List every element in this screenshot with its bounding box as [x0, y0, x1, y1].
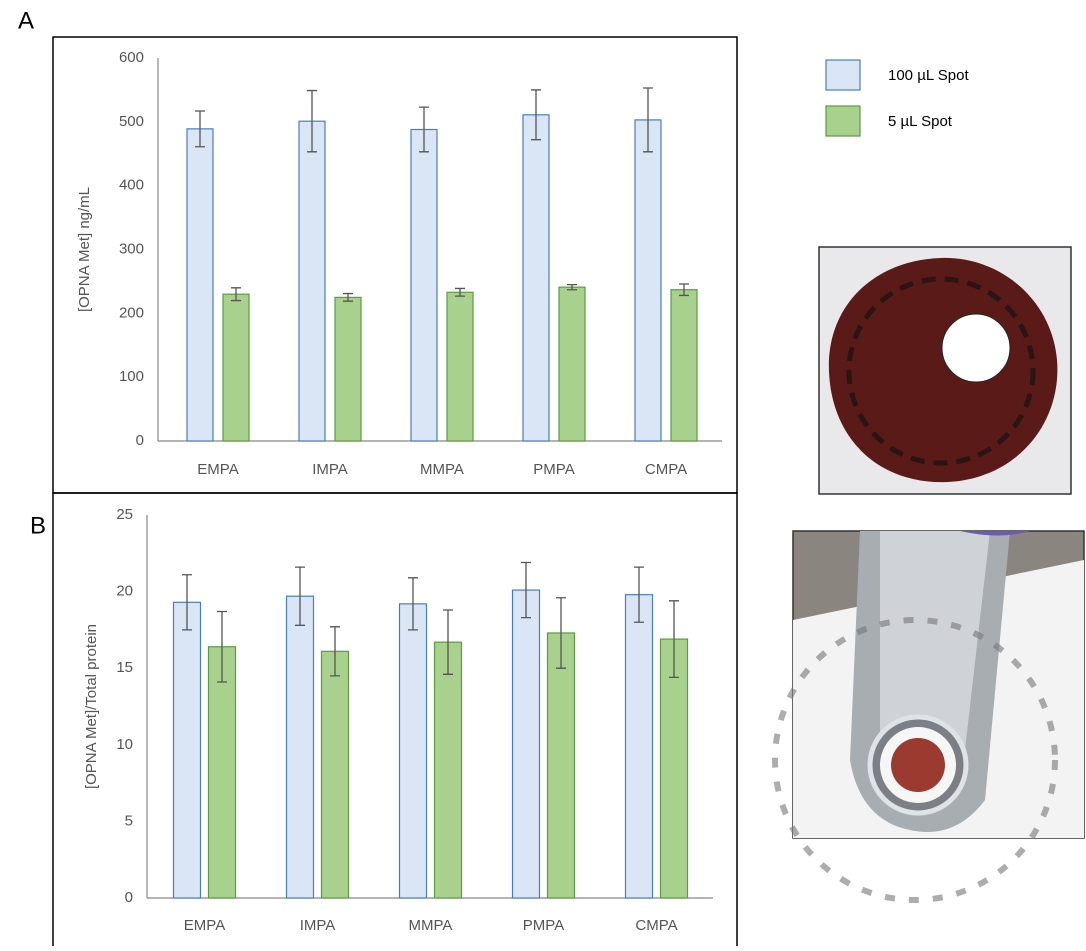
bar	[223, 294, 249, 441]
x-tick-label: MMPA	[409, 917, 453, 934]
panel-label: B	[30, 512, 46, 539]
x-tick-label: EMPA	[184, 917, 225, 934]
y-tick-label: 400	[119, 177, 144, 194]
x-tick-label: CMPA	[635, 917, 677, 934]
bar	[523, 115, 549, 441]
y-tick-label: 0	[125, 889, 133, 906]
photo-card	[819, 247, 1071, 494]
x-tick-label: PMPA	[533, 461, 574, 478]
legend-label: 5 µL Spot	[888, 113, 953, 130]
legend-swatch	[826, 106, 860, 136]
bar	[626, 595, 653, 898]
y-tick-label: 100	[119, 368, 144, 385]
bar	[187, 129, 213, 441]
bar	[322, 651, 349, 898]
y-tick-label: 0	[136, 432, 144, 449]
x-tick-label: IMPA	[312, 461, 348, 478]
y-tick-label: 25	[116, 506, 133, 523]
y-tick-label: 20	[116, 583, 133, 600]
figure: A[OPNA Met] ng/mL0100200300400500600EMPA…	[0, 0, 1086, 946]
legend-swatch	[826, 60, 860, 90]
y-tick-label: 10	[116, 736, 133, 753]
legend-label: 100 µL Spot	[888, 67, 969, 84]
bar	[335, 297, 361, 441]
y-axis-label: [OPNA Met]/Total protein	[83, 624, 100, 789]
y-tick-label: 15	[116, 659, 133, 676]
bar	[513, 590, 540, 898]
y-tick-label: 200	[119, 304, 144, 321]
bar	[174, 602, 201, 898]
bar	[411, 129, 437, 441]
y-tick-label: 5	[125, 812, 133, 829]
bar	[435, 642, 462, 898]
bar	[548, 633, 575, 898]
bar	[287, 596, 314, 898]
x-tick-label: MMPA	[420, 461, 464, 478]
bar	[447, 292, 473, 441]
bar	[671, 290, 697, 441]
x-tick-label: CMPA	[645, 461, 687, 478]
bar	[635, 120, 661, 441]
panel-label: A	[18, 7, 34, 34]
bar	[209, 647, 236, 898]
bar	[559, 287, 585, 441]
x-tick-label: PMPA	[523, 917, 564, 934]
bar	[299, 121, 325, 441]
y-tick-label: 300	[119, 240, 144, 257]
y-axis-label: [OPNA Met] ng/mL	[76, 187, 93, 312]
x-tick-label: IMPA	[300, 917, 336, 934]
x-tick-label: EMPA	[197, 461, 238, 478]
bar	[400, 604, 427, 898]
y-tick-label: 600	[119, 49, 144, 66]
y-tick-label: 500	[119, 113, 144, 130]
photo-punch	[775, 531, 1084, 900]
